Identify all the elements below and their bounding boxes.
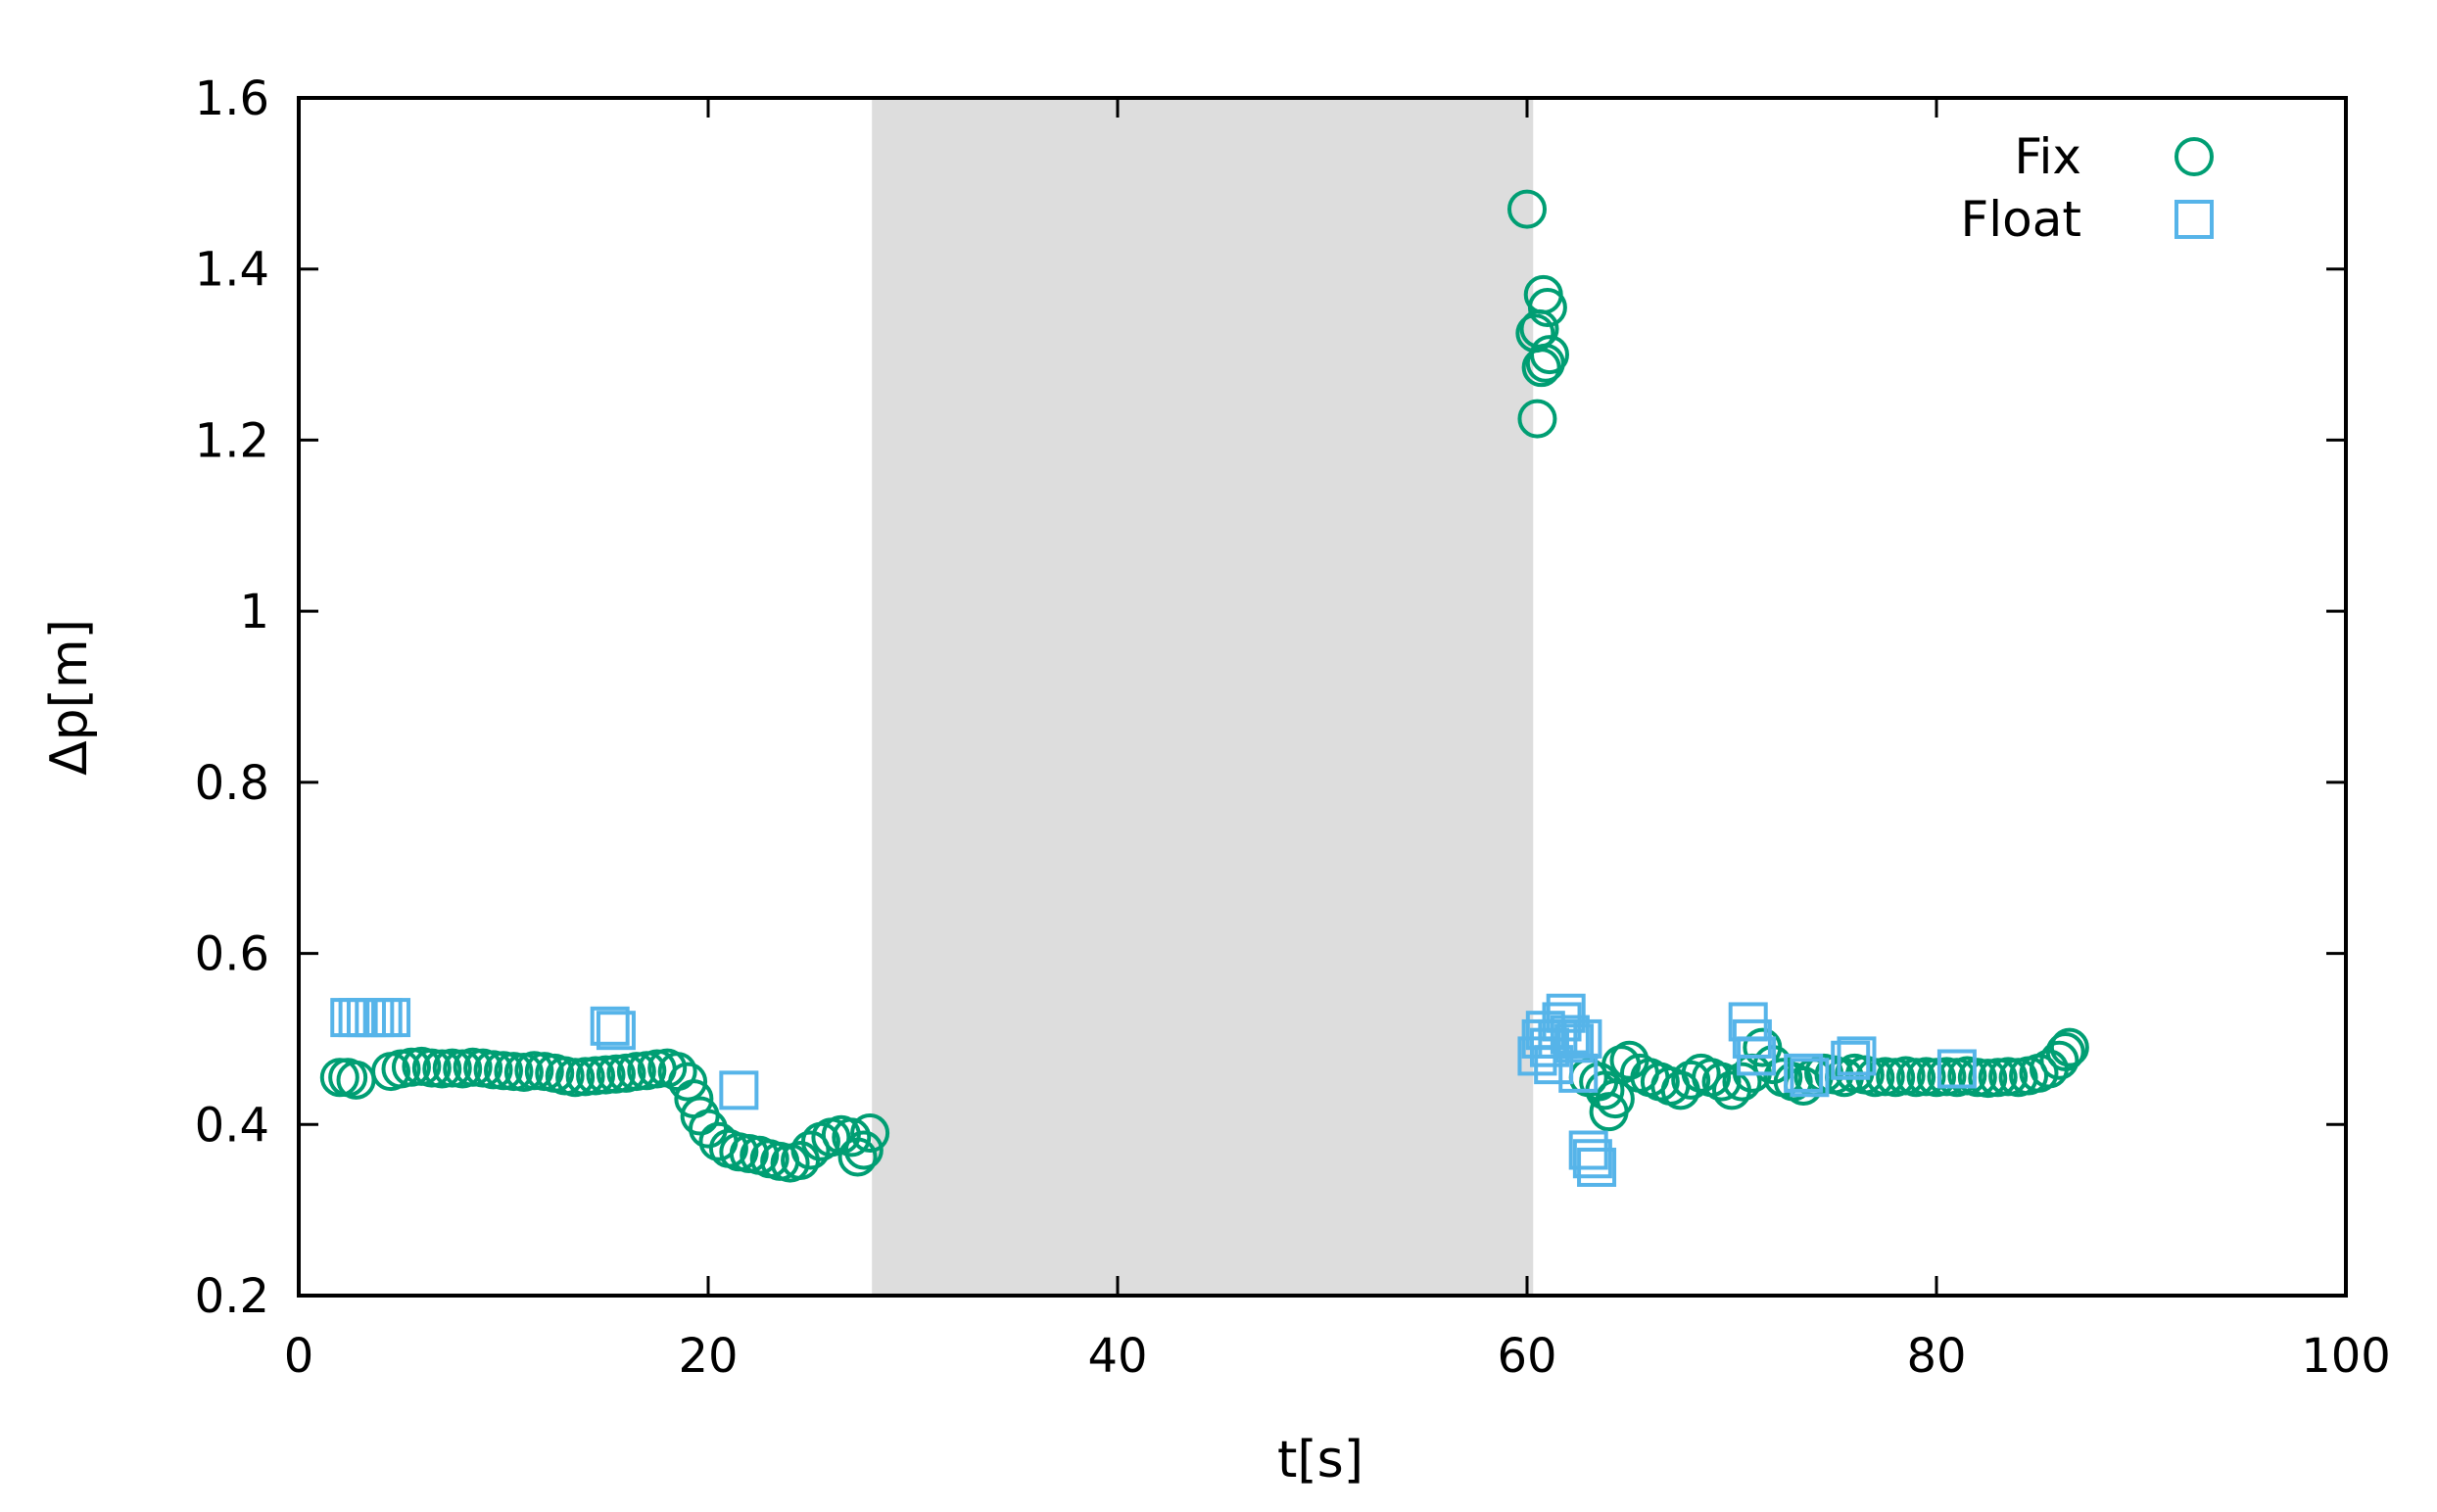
data-point-fix — [2045, 1032, 2085, 1072]
y-axis-label: Δp[m] — [40, 619, 99, 776]
data-point-float — [719, 1070, 759, 1110]
y-tick-label: 0.8 — [195, 756, 269, 811]
data-point-fix — [1927, 1057, 1967, 1097]
data-point-fix — [1671, 1060, 1711, 1100]
data-point-float — [1837, 1036, 1877, 1076]
plot-frame — [297, 96, 2348, 1298]
legend: Fix Float — [1961, 128, 2214, 248]
data-point-fix — [1525, 343, 1565, 383]
data-point-float — [596, 1011, 636, 1051]
legend-marker-float — [2174, 200, 2214, 239]
data-point-fix — [689, 1109, 728, 1149]
series-layer — [319, 189, 2089, 1187]
data-point-fix — [1521, 348, 1561, 388]
data-point-fix — [432, 1048, 472, 1088]
data-point-fix — [2049, 1027, 2089, 1067]
data-point-float — [1550, 1015, 1590, 1055]
data-point-float — [1784, 1053, 1824, 1093]
y-tick-label: 0.2 — [195, 1269, 269, 1324]
data-point-fix — [411, 1048, 452, 1088]
data-point-float — [1831, 1040, 1871, 1080]
y-tick-label: 1.2 — [195, 413, 269, 468]
x-tick-label: 40 — [1087, 1329, 1147, 1384]
data-point-fix — [565, 1057, 605, 1097]
y-tick-label: 1.4 — [195, 243, 269, 298]
data-point-fix — [668, 1062, 708, 1102]
x-tick-label: 100 — [2301, 1329, 2391, 1384]
x-axis-label: t[s] — [1277, 1431, 1363, 1489]
data-point-fix — [514, 1051, 554, 1091]
data-point-fix — [1527, 288, 1567, 328]
data-point-fix — [616, 1052, 656, 1092]
legend-label-fix: Fix — [2014, 128, 2081, 185]
data-point-fix — [422, 1049, 462, 1089]
data-point-fix — [484, 1051, 523, 1091]
data-point-float — [1572, 1139, 1612, 1179]
plot-area — [297, 96, 2348, 1298]
data-point-fix — [596, 1054, 636, 1094]
data-point-fix — [1957, 1058, 1997, 1098]
data-point-fix — [1988, 1057, 2029, 1097]
data-point-fix — [391, 1047, 431, 1087]
data-point-fix — [837, 1137, 878, 1177]
data-point-fix — [586, 1055, 626, 1095]
data-point-fix — [1978, 1058, 2018, 1098]
y-tick-label: 1 — [239, 585, 269, 639]
data-point-fix — [850, 1113, 890, 1154]
data-point-fix — [2039, 1040, 2079, 1080]
data-point-float — [1562, 1018, 1602, 1059]
data-point-float — [1936, 1049, 1977, 1089]
x-tick-label: 80 — [1906, 1329, 1966, 1384]
data-point-fix — [494, 1052, 534, 1092]
data-point-fix — [1917, 1058, 1956, 1098]
y-tick-label: 1.6 — [195, 71, 269, 126]
data-point-fix — [1968, 1059, 2008, 1099]
y-tick-labels: 0.2 0.4 0.6 0.8 1 1.2 1.4 1.6 — [195, 71, 269, 1324]
data-point-fix — [1517, 399, 1557, 439]
data-point-fix — [1722, 1062, 1762, 1102]
x-tick-label: 0 — [284, 1329, 314, 1384]
data-point-fix — [555, 1058, 596, 1098]
x-tick-label: 20 — [678, 1329, 738, 1384]
data-point-float — [1790, 1058, 1830, 1098]
series-float — [330, 993, 1977, 1187]
x-tick-labels: 0 20 40 60 80 100 — [284, 1329, 2391, 1384]
data-point-fix — [790, 1130, 831, 1170]
data-point-fix — [1896, 1058, 1936, 1098]
data-point-fix — [473, 1050, 513, 1090]
shaded-region — [872, 98, 1534, 1296]
data-point-fix — [1507, 189, 1547, 229]
y-tick-label: 0.6 — [195, 927, 269, 982]
data-point-float — [1554, 1023, 1595, 1063]
data-point-fix — [832, 1117, 872, 1158]
data-point-fix — [843, 1130, 884, 1170]
data-point-float — [371, 998, 411, 1038]
legend-label-float: Float — [1961, 191, 2082, 248]
legend-marker-fix — [2174, 137, 2214, 176]
data-point-float — [590, 1006, 630, 1046]
x-tick-label: 60 — [1497, 1329, 1556, 1384]
y-tick-label: 0.4 — [195, 1098, 269, 1153]
data-point-fix — [453, 1047, 493, 1087]
data-point-fix — [1906, 1057, 1946, 1097]
data-point-fix — [576, 1056, 616, 1096]
data-point-fix — [1701, 1062, 1742, 1102]
data-point-float — [1737, 1036, 1777, 1076]
data-point-float — [1577, 1147, 1617, 1187]
